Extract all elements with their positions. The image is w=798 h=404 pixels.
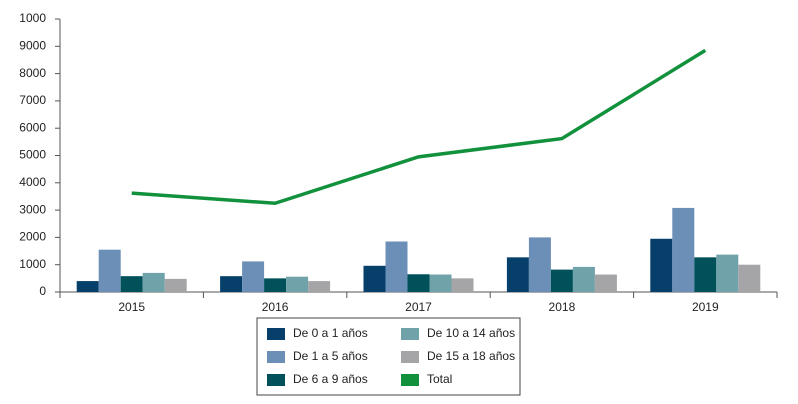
y-tick-label: 3000: [19, 202, 46, 216]
legend-box: [256, 317, 521, 396]
y-tick-label: 5000: [19, 148, 46, 162]
bar: [694, 257, 717, 292]
legend-label: De 10 a 14 años: [427, 326, 515, 340]
bar: [286, 276, 309, 292]
legend-swatch: [401, 351, 419, 363]
legend-label: De 15 a 18 años: [427, 349, 515, 363]
legend-swatch: [401, 374, 419, 386]
legend-swatch: [267, 328, 285, 340]
bar: [506, 257, 529, 292]
y-tick-label: 8000: [19, 66, 46, 80]
legend-swatch: [401, 328, 419, 340]
x-tick-label: 2017: [405, 300, 432, 314]
y-tick-label: 0: [39, 284, 46, 298]
y-tick-label: 2000: [19, 230, 46, 244]
bar: [650, 238, 673, 292]
bar: [385, 241, 408, 292]
bar: [308, 281, 331, 292]
bar: [550, 269, 573, 292]
bar: [672, 207, 695, 292]
y-tick-label: 9000: [19, 38, 46, 52]
bar: [528, 237, 551, 292]
y-tick-label: 4000: [19, 175, 46, 189]
x-tick-label: 2016: [262, 300, 289, 314]
bar: [451, 278, 474, 292]
y-tick-label: 1000: [19, 257, 46, 271]
bar: [407, 274, 430, 292]
bar: [76, 281, 99, 292]
legend-label: De 6 a 9 años: [293, 372, 368, 386]
y-tick-label: 1000: [19, 11, 46, 25]
x-tick-label: 2015: [118, 300, 145, 314]
bar: [363, 265, 386, 292]
line: [131, 48, 707, 206]
x-tick-label: 2019: [692, 300, 719, 314]
bar: [142, 272, 165, 292]
bar: [242, 261, 265, 292]
bar: [98, 249, 121, 292]
bar: [264, 278, 287, 292]
y-tick-label: 7000: [19, 93, 46, 107]
bar: [716, 254, 739, 292]
bar: [572, 266, 595, 292]
legend-label: De 1 a 5 años: [293, 349, 368, 363]
legend-swatch: [267, 351, 285, 363]
bar: [120, 276, 143, 292]
bar: [594, 274, 617, 292]
bar: [164, 278, 187, 292]
x-tick-label: 2018: [549, 300, 576, 314]
legend-swatch: [267, 374, 285, 386]
legend-label: Total: [427, 372, 452, 386]
bar: [429, 274, 452, 292]
bar: [220, 276, 243, 292]
legend-label: De 0 a 1 años: [293, 326, 368, 340]
y-tick-label: 6000: [19, 120, 46, 134]
bar: [738, 264, 761, 292]
